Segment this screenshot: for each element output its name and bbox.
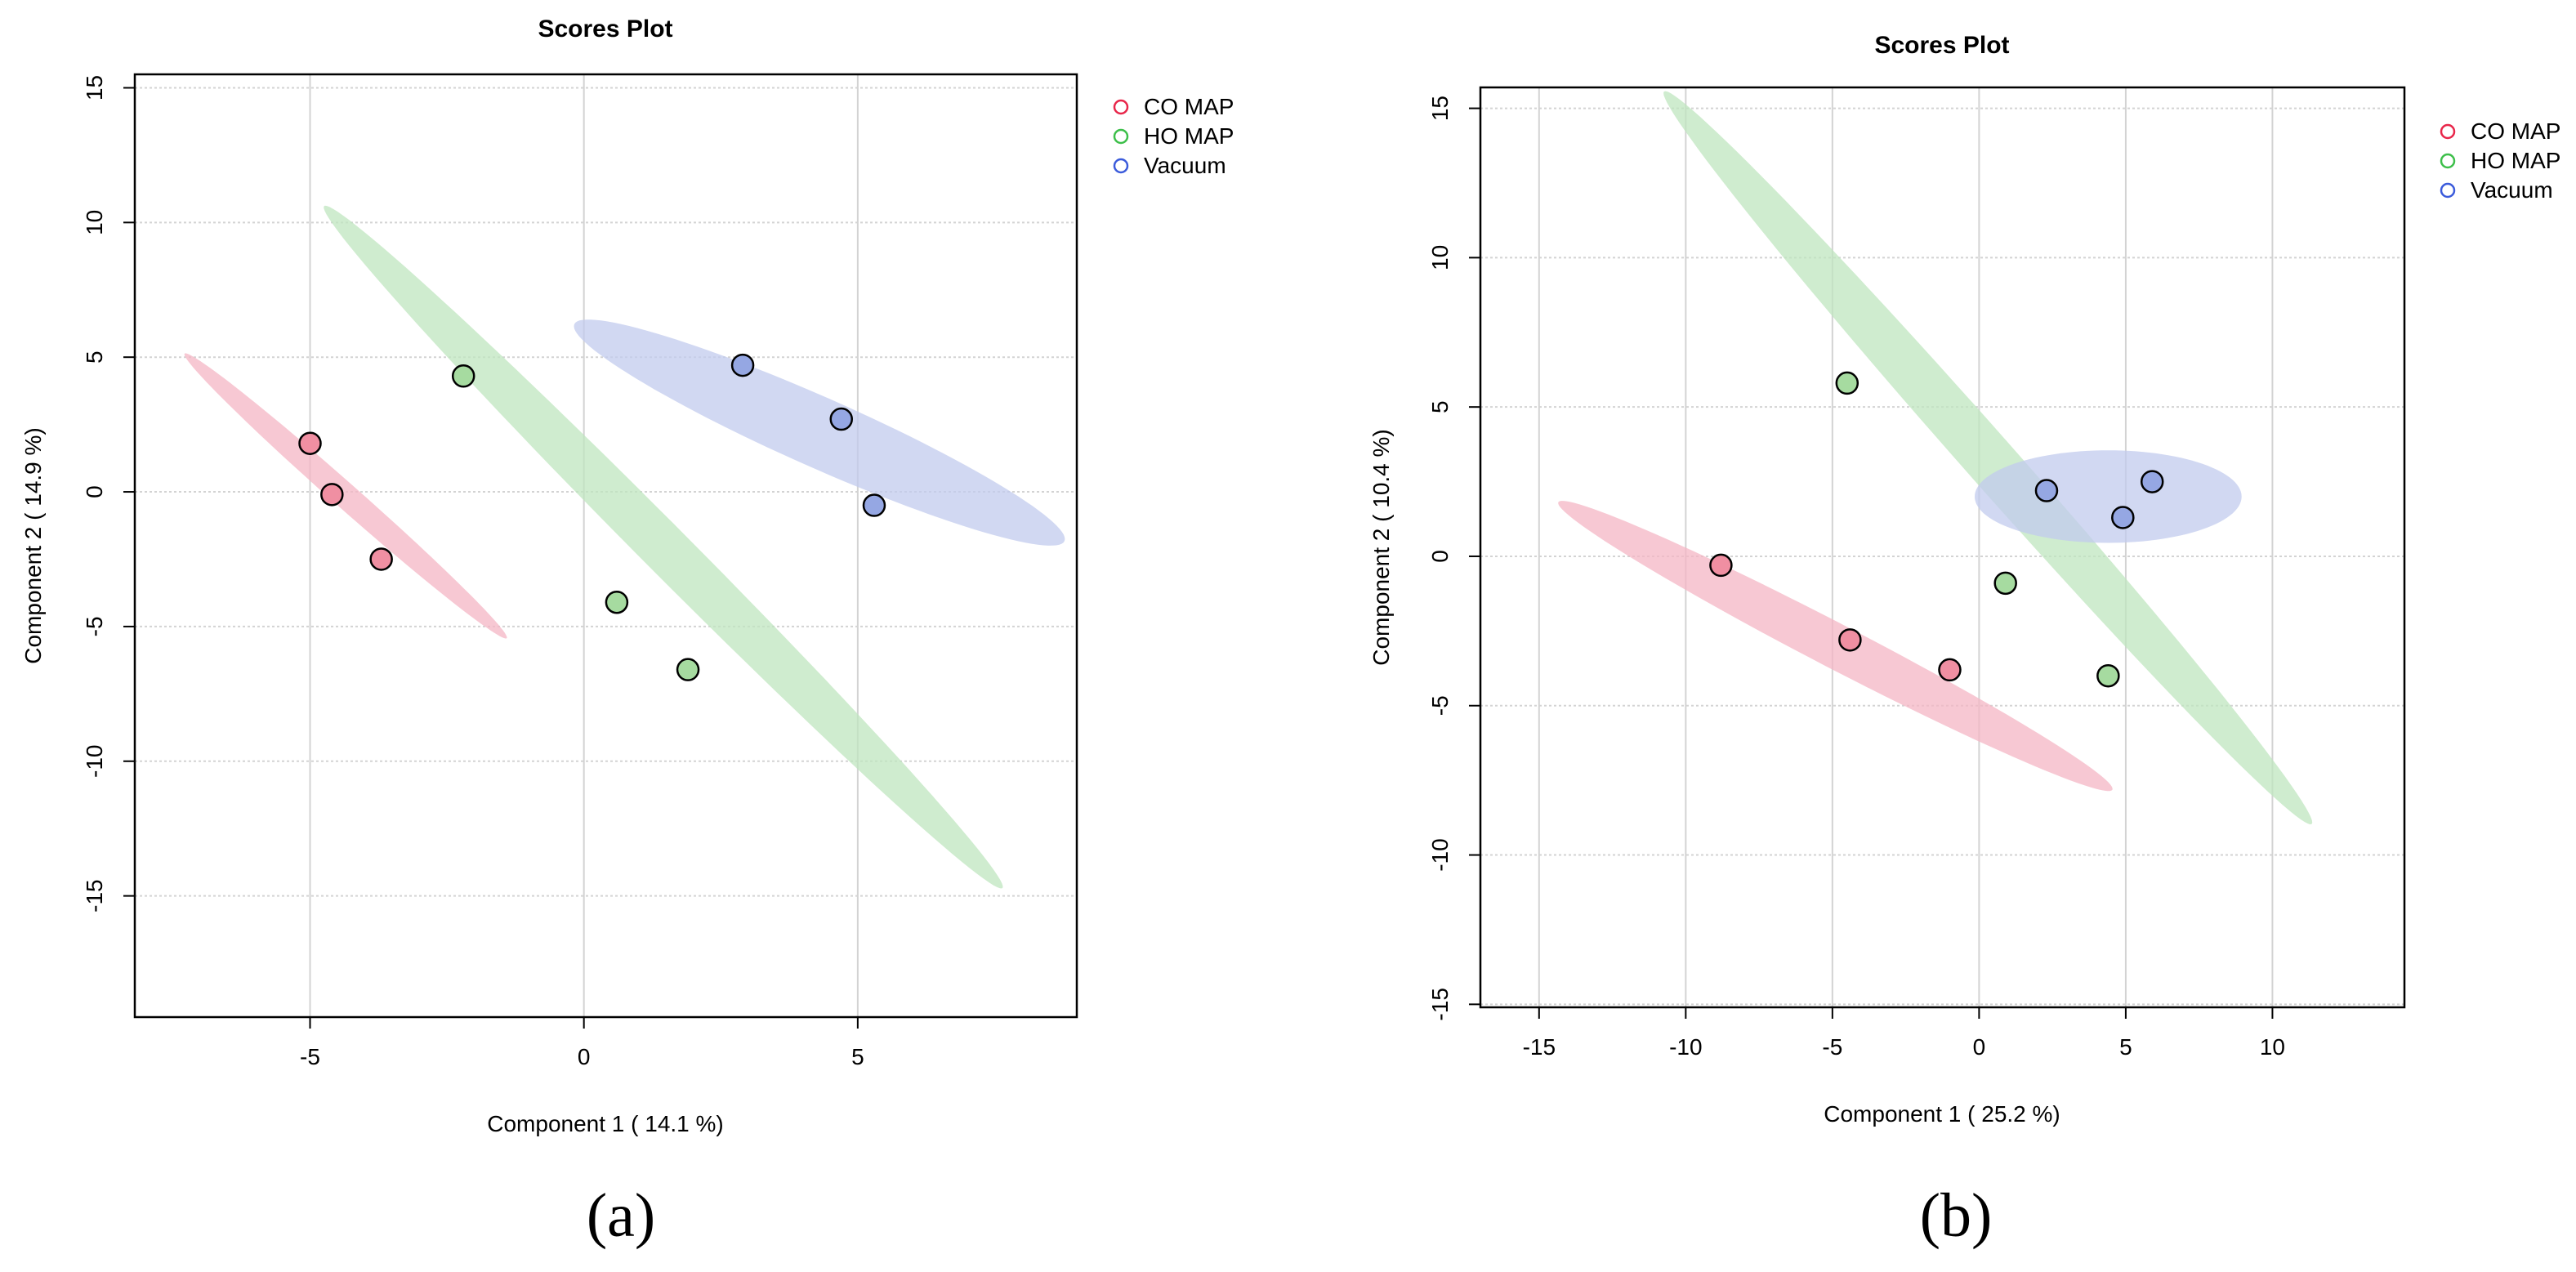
y-tick-label: -5 xyxy=(82,616,107,636)
data-point-vacuum xyxy=(829,407,853,431)
x-tick-label: 0 xyxy=(578,1044,591,1069)
y-tick-label: 5 xyxy=(1427,400,1453,413)
data-point-vacuum xyxy=(2140,470,2164,493)
legend-label-co-map: CO MAP xyxy=(2471,118,2560,144)
y-tick-label: -5 xyxy=(1427,695,1453,716)
y-tick-label: -10 xyxy=(82,745,107,778)
legend-label-co-map: CO MAP xyxy=(1144,94,1234,119)
y-axis-label: Component 2 ( 14.9 %) xyxy=(20,427,46,664)
y-tick-label: 0 xyxy=(1427,550,1453,563)
y-axis-label: Component 2 ( 10.4 %) xyxy=(1368,429,1394,666)
plot-area-frame xyxy=(133,73,1078,1019)
y-tick-label: 5 xyxy=(82,350,107,364)
data-point-ho-map xyxy=(605,590,629,614)
x-axis-label: Component 1 ( 14.1 %) xyxy=(487,1111,724,1136)
y-tick-label: 0 xyxy=(82,485,107,498)
y-tick-label: 10 xyxy=(82,210,107,235)
y-tick-label: -10 xyxy=(1427,838,1453,871)
confidence-ellipse-co-map xyxy=(184,353,507,639)
data-point-co-map xyxy=(320,483,344,507)
data-point-vacuum xyxy=(862,493,886,517)
y-tick-label: -15 xyxy=(1427,988,1453,1020)
panel-label-b: (b) xyxy=(1919,1181,1993,1250)
legend-label-ho-map: HO MAP xyxy=(1144,123,1234,149)
confidence-ellipse-ho-map xyxy=(1663,91,2313,825)
y-tick-label: 15 xyxy=(1427,96,1453,121)
x-tick-label: -10 xyxy=(1669,1034,1702,1060)
data-point-ho-map xyxy=(2096,663,2120,688)
data-point-co-map xyxy=(369,547,393,571)
panel-a-chart: -5 0 5 -15 -10 -5 0 5 10 15 Scores Plot Component… xyxy=(20,16,1234,1136)
panel-b-chart: -15 -10 -5 0 5 10 -15 -10 -5 0 5 10 15 Scores Plot C… xyxy=(1368,32,2560,1127)
legend-marker-co-map xyxy=(1113,99,1129,115)
x-tick-label: 10 xyxy=(2260,1034,2285,1060)
x-tick-label: -5 xyxy=(1822,1034,1842,1060)
chart-title: Scores Plot xyxy=(1874,32,2009,59)
legend: CO MAP HO MAP Vacuum xyxy=(2440,118,2560,203)
x-tick-label: -5 xyxy=(300,1044,320,1069)
data-point-ho-map xyxy=(451,364,475,388)
y-tick-label: -15 xyxy=(82,879,107,912)
confidence-ellipse-ho-map xyxy=(324,205,1003,889)
legend-marker-ho-map xyxy=(1113,128,1129,145)
data-point-ho-map xyxy=(1835,371,1859,395)
confidence-ellipse-vacuum xyxy=(574,319,1065,546)
data-point-ho-map xyxy=(676,658,700,681)
x-axis-label: Component 1 ( 25.2 %) xyxy=(1824,1101,2060,1127)
legend-label-vacuum: Vacuum xyxy=(2471,177,2553,203)
plot-area-frame xyxy=(1479,86,2406,1009)
x-tick-label: 5 xyxy=(851,1044,864,1069)
legend-label-ho-map: HO MAP xyxy=(2471,148,2560,173)
data-point-co-map xyxy=(1838,628,1862,652)
data-point-co-map xyxy=(1938,658,1962,682)
legend: CO MAP HO MAP Vacuum xyxy=(1113,94,1234,178)
data-point-co-map xyxy=(298,431,322,455)
legend-marker-vacuum xyxy=(2440,182,2456,199)
legend-marker-co-map xyxy=(2440,123,2456,140)
data-point-vacuum xyxy=(730,353,755,377)
legend-marker-ho-map xyxy=(2440,153,2456,169)
y-tick-label: 15 xyxy=(82,75,107,100)
legend-label-vacuum: Vacuum xyxy=(1144,153,1226,178)
x-tick-label: 0 xyxy=(1973,1034,1986,1060)
confidence-ellipse-vacuum xyxy=(1975,450,2242,543)
legend-marker-vacuum xyxy=(1113,158,1129,174)
x-tick-label: 5 xyxy=(2119,1034,2132,1060)
data-point-ho-map xyxy=(1993,571,2017,596)
data-point-vacuum xyxy=(2111,506,2135,529)
panel-label-a: (a) xyxy=(586,1181,656,1250)
confidence-ellipse-co-map xyxy=(1558,501,2113,792)
y-tick-label: 10 xyxy=(1427,245,1453,270)
x-tick-label: -15 xyxy=(1523,1034,1556,1060)
data-point-co-map xyxy=(1709,553,1733,578)
chart-title: Scores Plot xyxy=(538,16,672,42)
data-point-vacuum xyxy=(2034,479,2059,502)
